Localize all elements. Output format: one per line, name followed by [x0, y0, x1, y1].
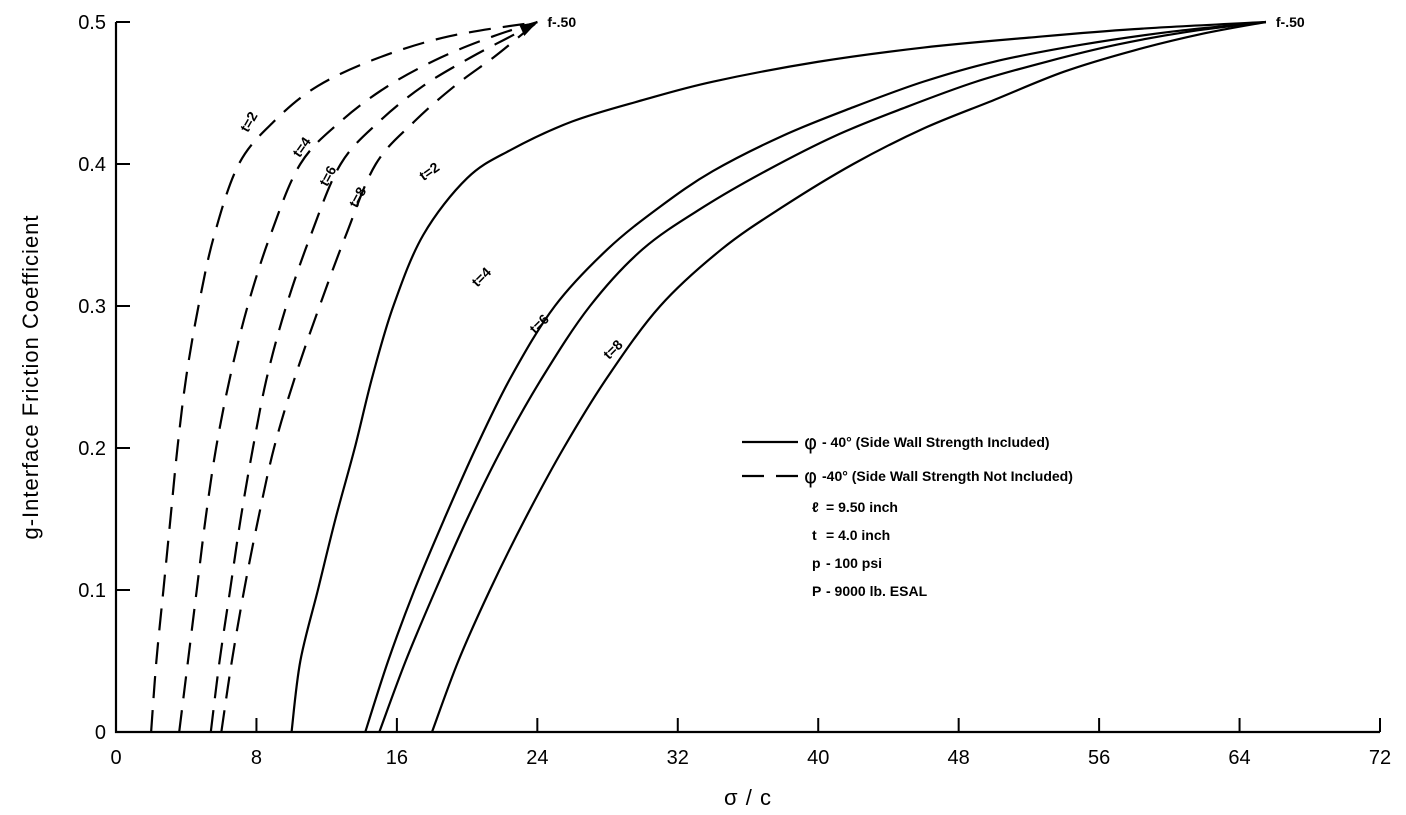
x-tick-label: 64	[1228, 747, 1250, 769]
curve-label: t=4	[289, 134, 314, 160]
x-tick-label: 56	[1088, 747, 1110, 769]
end-label: f-.50	[547, 14, 576, 30]
y-tick-label: 0.2	[78, 438, 106, 460]
end-label: f-.50	[1276, 14, 1305, 30]
legend-note: t = 4.0 inch	[812, 527, 890, 543]
curve-dashed-t6	[209, 21, 538, 733]
legend-note: ℓ = 9.50 inch	[812, 499, 898, 515]
curve-label: t=2	[416, 159, 442, 184]
legend-note-text: - 9000 lb. ESAL	[826, 583, 928, 599]
legend-label: -40° (Side Wall Strength Not Included)	[822, 468, 1073, 484]
curve-label: t=8	[600, 336, 626, 362]
curve-dashed-t2	[150, 20, 538, 733]
curve-label: t=4	[468, 264, 494, 290]
curve-label: t=2	[237, 109, 261, 135]
y-tick-label: 0.5	[78, 12, 106, 34]
curve-labels-group: f-.50 f-.50t=2t=4t=6t=8t=2t=4t=6t=8	[237, 14, 1305, 362]
axes-group: 0 8 16 24 32 40 48 56 64 72 0 0.1 0.2 0.3 0.4 0.5	[78, 12, 1391, 769]
x-tick-label: 16	[386, 747, 408, 769]
y-tick-label: 0	[95, 722, 106, 744]
legend-symbol: φ	[804, 430, 817, 454]
legend-symbol: φ	[804, 464, 817, 488]
curve-solid-t2	[290, 20, 1266, 733]
curve-dashed-t8	[220, 21, 539, 733]
y-axis-title: g-Interface Friction Coefficient	[18, 214, 43, 539]
legend-entry-solid: φ - 40° (Side Wall Strength Included)	[742, 430, 1050, 454]
curve-solid-t6	[378, 20, 1267, 733]
y-tick-label: 0.4	[78, 154, 106, 176]
x-tick-label: 24	[526, 747, 548, 769]
x-tick-label: 8	[251, 747, 262, 769]
legend-note-text: = 4.0 inch	[826, 527, 890, 543]
legend-note: P - 9000 lb. ESAL	[812, 583, 928, 599]
arrowhead	[519, 22, 538, 36]
legend-note-symbol: P	[812, 583, 821, 599]
legend: φ - 40° (Side Wall Strength Included) φ -40…	[742, 430, 1073, 599]
legend-label: - 40° (Side Wall Strength Included)	[822, 434, 1050, 450]
curve-dashed-t4	[178, 20, 538, 733]
y-tick-label: 0.3	[78, 296, 106, 318]
curve-solid-t8	[430, 20, 1267, 733]
y-tick-label: 0.1	[78, 580, 106, 602]
legend-note-symbol: ℓ	[812, 499, 819, 515]
x-axis-title: σ / c	[724, 785, 772, 810]
x-tick-label: 40	[807, 747, 829, 769]
legend-note: p - 100 psi	[812, 555, 882, 571]
x-tick-label: 32	[667, 747, 689, 769]
curve-solid-t4	[364, 20, 1267, 733]
legend-note-text: = 9.50 inch	[826, 499, 898, 515]
curves-group	[150, 20, 1267, 733]
legend-note-text: - 100 psi	[826, 555, 882, 571]
axis-frame	[114, 22, 1380, 734]
x-tick-label: 48	[948, 747, 970, 769]
legend-entry-dashed: φ -40° (Side Wall Strength Not Included)	[742, 464, 1073, 488]
curve-label: t=6	[316, 163, 340, 189]
curve-label: t=8	[345, 184, 369, 210]
x-tick-label: 0	[110, 747, 121, 769]
x-tick-label: 72	[1369, 747, 1391, 769]
legend-note-symbol: p	[812, 555, 821, 571]
legend-note-symbol: t	[812, 527, 817, 543]
